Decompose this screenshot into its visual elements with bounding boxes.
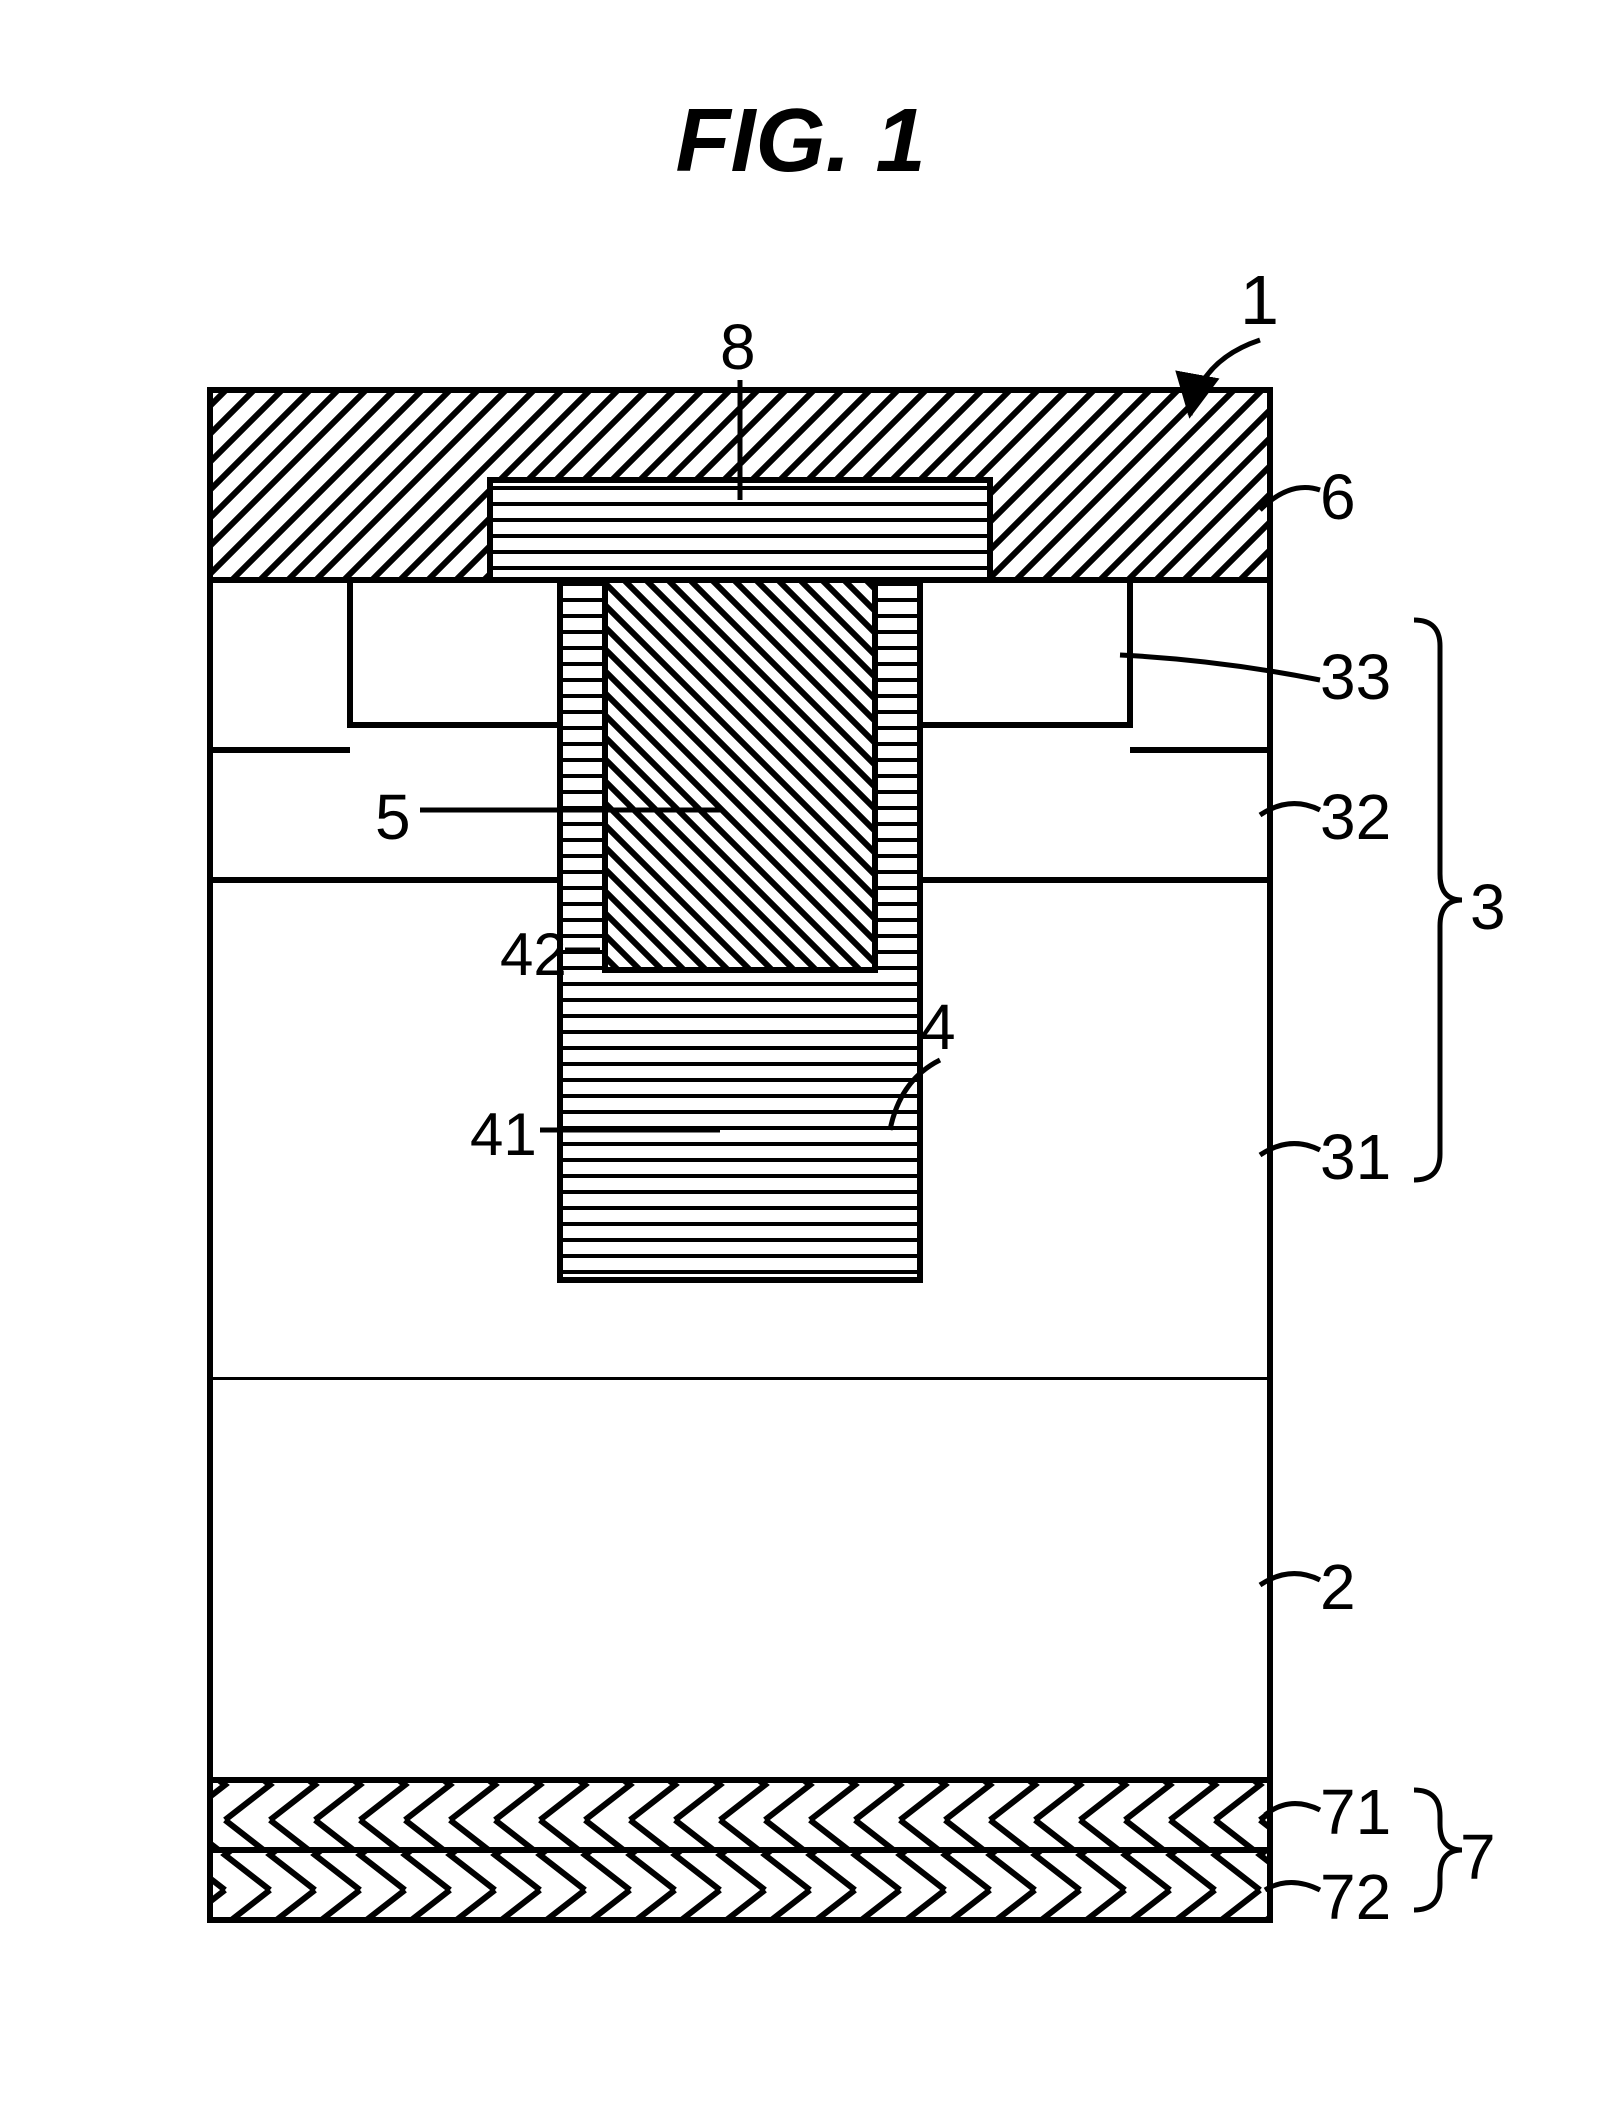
label-3: 3: [1470, 870, 1506, 944]
region-5: [605, 580, 875, 970]
label-7: 7: [1460, 1820, 1496, 1894]
label-41: 41: [470, 1100, 537, 1169]
label-8: 8: [720, 310, 756, 384]
label-6: 6: [1320, 460, 1356, 534]
label-72: 72: [1320, 1860, 1391, 1934]
leader-l72: [1265, 1883, 1320, 1891]
label-1: 1: [1240, 260, 1279, 340]
brace-7: [1414, 1790, 1462, 1910]
layer-2: [210, 1380, 1270, 1780]
brace-3: [1414, 620, 1462, 1180]
layer-72: [210, 1850, 1270, 1920]
label-33: 33: [1320, 640, 1391, 714]
layer-stack: [210, 390, 1270, 1920]
layer-71: [210, 1780, 1270, 1850]
label-2: 2: [1320, 1550, 1356, 1624]
braces: [1414, 620, 1462, 1910]
label-42: 42: [500, 920, 567, 989]
label-32: 32: [1320, 780, 1391, 854]
label-4: 4: [920, 990, 956, 1064]
label-31: 31: [1320, 1120, 1391, 1194]
label-71: 71: [1320, 1775, 1391, 1849]
label-5: 5: [375, 780, 411, 854]
leader-l71: [1265, 1804, 1320, 1815]
